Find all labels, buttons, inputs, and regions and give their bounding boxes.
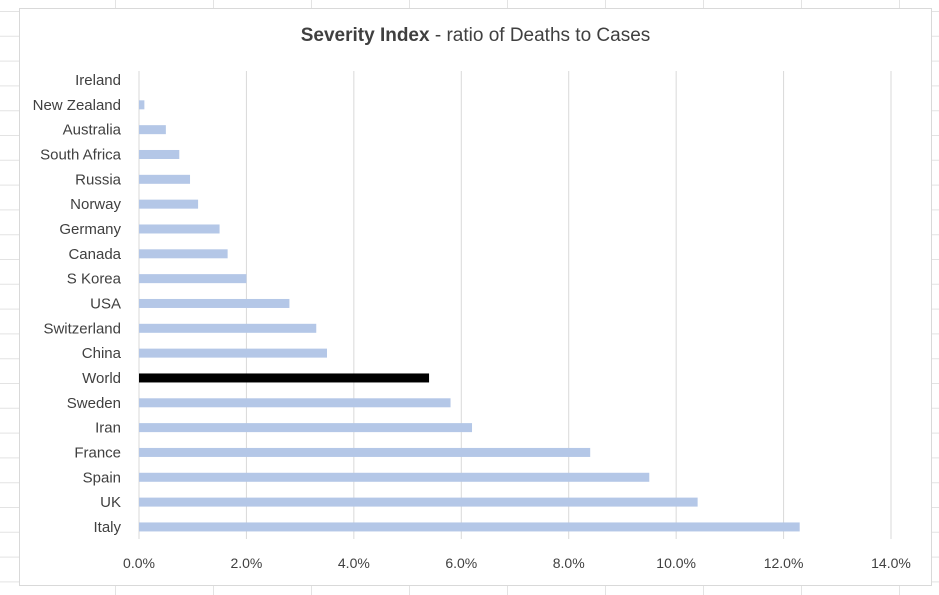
category-label: China [82, 345, 122, 362]
chart-title: Severity Index - ratio of Deaths to Case… [20, 25, 931, 47]
category-label: Italy [93, 519, 121, 536]
x-tick-label: 6.0% [445, 555, 477, 571]
bar[interactable] [139, 274, 247, 284]
category-label: S Korea [67, 271, 122, 288]
bar[interactable] [139, 224, 220, 234]
chart-area[interactable]: Severity Index - ratio of Deaths to Case… [19, 8, 932, 586]
x-tick-label: 2.0% [230, 555, 262, 571]
bar[interactable] [139, 100, 145, 110]
bar[interactable] [139, 348, 327, 358]
bar[interactable] [139, 423, 473, 433]
category-label: Germany [59, 221, 121, 238]
category-label: UK [100, 494, 121, 511]
bar[interactable] [139, 249, 228, 259]
bar[interactable] [139, 125, 166, 135]
category-label: Russia [75, 171, 122, 188]
chart-subtitle: - ratio of Deaths to Cases [434, 25, 651, 46]
x-tick-label: 10.0% [656, 555, 696, 571]
x-tick-label: 4.0% [338, 555, 370, 571]
bar[interactable] [139, 149, 180, 159]
category-label: Australia [63, 122, 122, 139]
category-label: USA [90, 295, 121, 312]
category-label: World [82, 370, 121, 387]
category-label: Sweden [67, 395, 121, 412]
category-label: Norway [70, 196, 121, 213]
bar[interactable] [139, 522, 800, 532]
bar[interactable] [139, 323, 317, 333]
bar-highlight[interactable] [139, 373, 430, 383]
category-label: Ireland [75, 72, 121, 89]
bar[interactable] [139, 298, 290, 308]
category-label: Canada [68, 246, 121, 263]
category-label: New Zealand [33, 97, 121, 114]
bar[interactable] [139, 199, 199, 209]
x-tick-label: 0.0% [123, 555, 155, 571]
x-tick-label: 8.0% [553, 555, 585, 571]
x-tick-label: 14.0% [871, 555, 911, 571]
bar[interactable] [139, 174, 191, 184]
bar[interactable] [139, 497, 698, 507]
category-label: France [74, 444, 121, 461]
x-tick-label: 12.0% [764, 555, 804, 571]
category-label: Switzerland [43, 320, 121, 337]
bar[interactable] [139, 398, 451, 408]
category-label: Iran [95, 420, 121, 437]
bar-chart-plot: Ireland New Zealand Australia South Africa R… [33, 71, 911, 571]
chart-title-main: Severity Index [300, 25, 430, 46]
category-label: Spain [83, 469, 121, 486]
bar[interactable] [139, 447, 591, 457]
bar[interactable] [139, 472, 650, 482]
category-label: South Africa [40, 146, 122, 163]
